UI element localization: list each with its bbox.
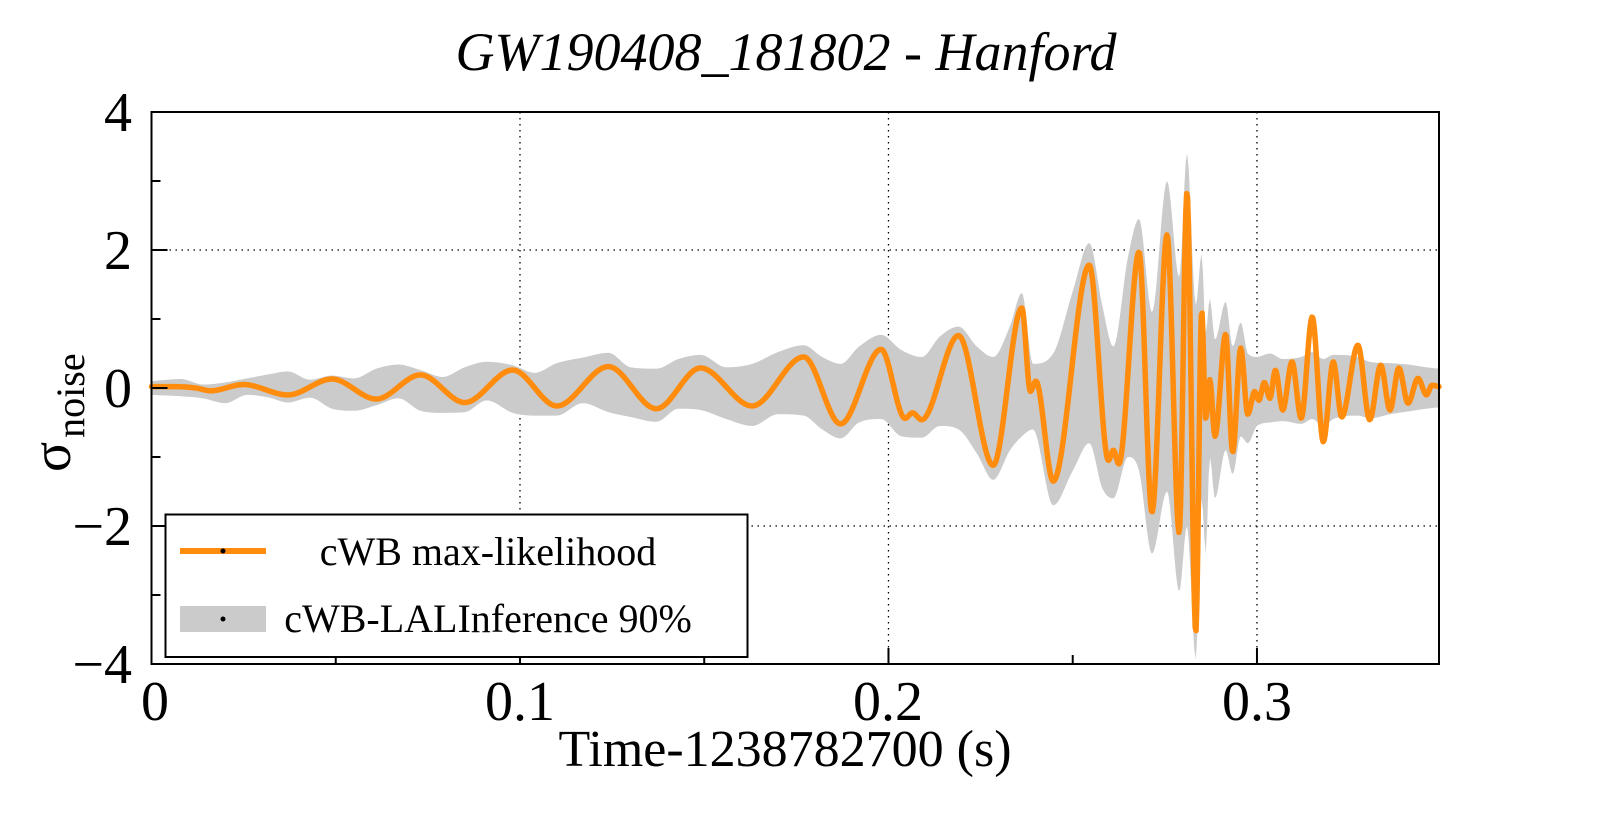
x-tick-labels: 0 0.1 0.2 0.3 — [141, 671, 1292, 733]
y-tick-label: 0 — [104, 358, 132, 420]
y-axis-title: σ noise — [21, 353, 93, 472]
confidence-band-area — [151, 153, 1439, 660]
legend-entry-confidence-band: cWB-LALInference 90% — [284, 596, 692, 641]
legend-band-marker-dot — [220, 616, 226, 622]
y-tick-label: 2 — [104, 220, 132, 282]
chart-title: GW190408_181802 - Hanford — [456, 22, 1118, 82]
y-tick-label: −4 — [72, 634, 132, 696]
legend-box — [164, 513, 749, 658]
legend-line-marker-dot — [220, 548, 226, 554]
y-tick-label: −2 — [72, 496, 132, 558]
x-tick-label: 0.1 — [485, 671, 555, 733]
legend: cWB max-likelihood cWB-LALInference 90% — [164, 513, 749, 658]
max-likelihood-curve — [148, 190, 1442, 634]
y-tick-labels: 4 2 0 −2 −4 — [72, 82, 132, 696]
legend-entry-max-likelihood: cWB max-likelihood — [320, 529, 657, 574]
x-tick-label: 0.2 — [853, 671, 923, 733]
y-tick-label: 4 — [104, 82, 132, 144]
confidence-band — [151, 153, 1439, 660]
x-tick-label: 0.3 — [1222, 671, 1292, 733]
y-axis-title-subscript: noise — [48, 353, 93, 437]
x-axis-title: Time-1238782700 (s) — [558, 721, 1011, 778]
x-tick-label: 0 — [141, 671, 169, 733]
y-axis-title-sigma: σ — [21, 442, 83, 472]
max-likelihood-path — [148, 190, 1442, 634]
